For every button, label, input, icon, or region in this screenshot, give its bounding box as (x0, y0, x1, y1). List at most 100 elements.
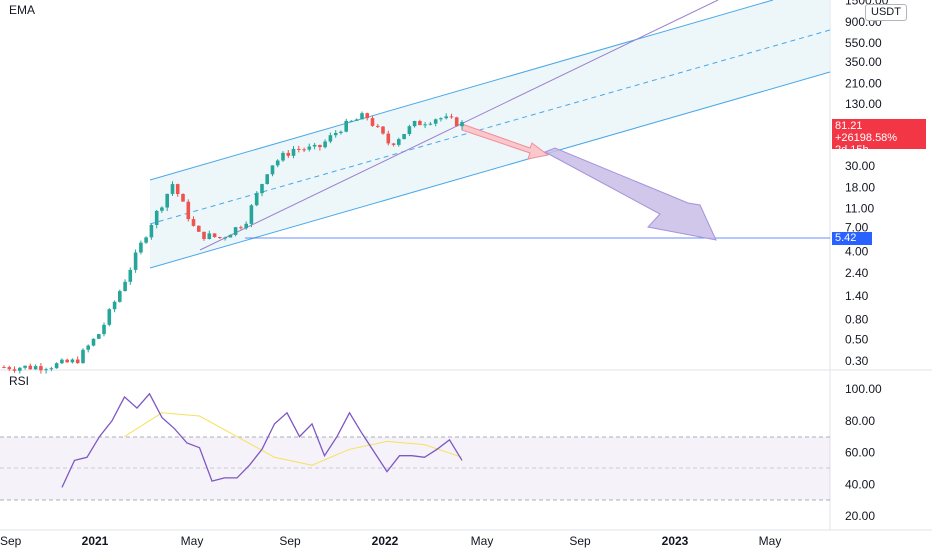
candle-body (12, 369, 17, 371)
candle-body (286, 152, 291, 156)
price-tick-label: 2.40 (845, 266, 869, 280)
candle-body (354, 119, 359, 121)
candle-body (423, 124, 427, 126)
candle-body (107, 309, 112, 325)
price-tick-label: 0.80 (845, 313, 869, 327)
candle-body (81, 349, 85, 364)
candle-body (170, 184, 175, 194)
time-tick-label: May (759, 534, 782, 548)
rsi-indicator-label: RSI (9, 374, 29, 388)
candle-body (149, 225, 154, 238)
price-tick-label: 1500.00 (845, 0, 889, 8)
candle-body (49, 368, 54, 370)
candle-body (460, 122, 464, 127)
candle-body (233, 227, 238, 235)
candle-body (202, 231, 206, 239)
candle-body (54, 363, 59, 369)
candle-body (407, 126, 412, 134)
time-tick-label: Sep (279, 534, 301, 548)
candle-body (349, 120, 354, 122)
candle-body (302, 149, 306, 151)
price-tick-label: 4.00 (845, 244, 869, 258)
rsi-axis[interactable]: 100.00 80.00 60.00 40.00 20.00 (845, 382, 882, 523)
candle-body (239, 227, 243, 229)
candle-body (70, 359, 75, 363)
candle-body (307, 146, 312, 150)
rsi-pane (0, 392, 830, 501)
candle-body (2, 367, 6, 369)
time-axis[interactable]: Sep 2021 May Sep 2022 May Sep 2023 May (0, 534, 781, 548)
candle-body (223, 237, 227, 239)
level-price-tag: 5.42 (832, 232, 872, 245)
time-tick-label: Sep (0, 534, 22, 548)
candle-body (312, 144, 317, 147)
rsi-tick-label: 80.00 (845, 414, 875, 428)
candle-body (44, 369, 48, 371)
candle-body (154, 210, 159, 225)
candle-body (91, 338, 96, 346)
candle-body (376, 125, 380, 127)
candle-body (260, 184, 264, 194)
time-tick-label: May (471, 534, 494, 548)
time-tick-label: 2022 (372, 534, 399, 548)
price-tick-label: 550.00 (845, 36, 882, 50)
candle-body (165, 193, 169, 208)
price-tick-label: 1.40 (845, 289, 869, 303)
drawing-layer[interactable] (149, 0, 831, 269)
price-change-percent: +26198.58% (835, 132, 898, 144)
candle-body (75, 359, 80, 364)
channel-upper-line[interactable] (149, 0, 774, 181)
candle-body (39, 366, 43, 371)
candle-body (112, 301, 117, 310)
candle-body (244, 223, 248, 229)
level-price-value: 5.42 (835, 232, 857, 244)
candle-body (402, 134, 406, 140)
last-price-value: 81.21 (835, 120, 863, 132)
candle-body (433, 119, 438, 124)
price-tick-label: 350.00 (845, 55, 882, 69)
candle-body (60, 359, 64, 364)
candle-body (265, 174, 269, 184)
candle-body (144, 237, 148, 243)
candle-body (33, 366, 38, 370)
purple-arrow[interactable] (543, 147, 717, 241)
candle-body (97, 334, 101, 339)
candle-body (128, 269, 133, 282)
candle-body (412, 121, 417, 127)
candle-body (281, 152, 285, 161)
candle-body (444, 116, 448, 119)
rsi-tick-label: 40.00 (845, 477, 875, 491)
candle-body (386, 133, 391, 144)
rsi-tick-label: 60.00 (845, 446, 875, 460)
candle-body (249, 205, 254, 224)
candle-body (139, 242, 143, 253)
candle-body (191, 219, 196, 226)
currency-selector[interactable]: USDT (865, 4, 907, 21)
candle-body (360, 113, 364, 120)
candle-body (28, 365, 33, 370)
trendline[interactable] (199, 0, 719, 251)
candle-body (18, 367, 22, 371)
time-tick-label: 2021 (82, 534, 109, 548)
candle-body (133, 252, 138, 270)
candle-body (86, 345, 90, 350)
candle-body (381, 126, 385, 134)
candle-body (397, 139, 401, 145)
candle-body (102, 324, 106, 335)
price-axis[interactable]: 1500.00900.00550.00350.00210.00130.0030.… (845, 0, 889, 368)
price-tick-label: 7.00 (845, 221, 869, 235)
candle-body (197, 225, 201, 232)
rsi-ma-line (124, 412, 463, 466)
candle-body (228, 234, 233, 238)
red-arrow[interactable] (461, 123, 550, 160)
candle-body (418, 121, 422, 126)
channel-lower-line[interactable] (149, 71, 831, 269)
candle-body (370, 118, 375, 126)
candle-body (186, 201, 191, 220)
price-tick-label: 11.00 (845, 202, 874, 216)
time-tick-label: May (181, 534, 204, 548)
candle-body (23, 365, 27, 368)
candle-body (118, 291, 122, 302)
bar-countdown: 2d 15h (835, 144, 869, 156)
